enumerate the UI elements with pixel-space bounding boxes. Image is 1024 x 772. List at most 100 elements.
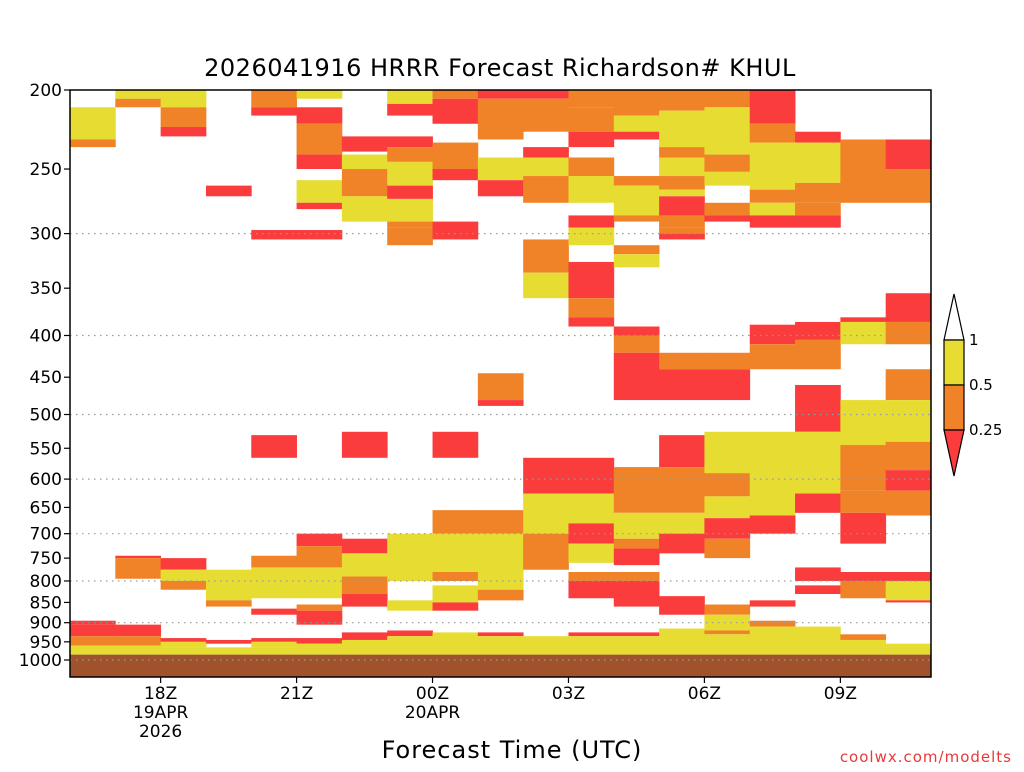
heatmap-cell bbox=[795, 215, 841, 228]
heatmap-cell bbox=[523, 636, 569, 655]
heatmap-cell bbox=[613, 467, 660, 513]
colorbar-segment bbox=[943, 384, 965, 431]
heatmap-cell bbox=[296, 567, 343, 599]
heatmap-cell bbox=[659, 215, 705, 228]
heatmap-cell bbox=[659, 233, 705, 240]
heatmap-cell bbox=[341, 553, 388, 577]
heatmap-cell bbox=[205, 569, 252, 601]
heatmap-cell bbox=[341, 538, 388, 554]
heatmap-cell bbox=[251, 435, 297, 458]
heatmap-cell bbox=[568, 261, 615, 299]
x-tick-label: 00Z bbox=[416, 684, 449, 704]
heatmap-cell bbox=[523, 239, 569, 273]
heatmap-cell bbox=[432, 98, 479, 124]
heatmap-cell bbox=[613, 352, 660, 401]
heatmap-cell bbox=[160, 569, 207, 581]
heatmap-cell bbox=[568, 107, 615, 132]
heatmap-cell bbox=[296, 610, 343, 625]
heatmap-cell bbox=[70, 645, 116, 652]
heatmap-cell bbox=[160, 90, 207, 108]
heatmap-cell bbox=[613, 512, 660, 539]
heatmap-cell bbox=[70, 620, 116, 625]
heatmap-cell bbox=[885, 441, 932, 471]
heatmap-cell bbox=[523, 147, 569, 158]
heatmap-cell bbox=[70, 107, 116, 140]
heatmap-cell bbox=[885, 139, 932, 170]
heatmap-cell bbox=[568, 317, 615, 327]
heatmap-cell bbox=[387, 600, 433, 611]
heatmap-cell bbox=[160, 641, 207, 648]
heatmap-cell bbox=[477, 98, 524, 140]
heatmap-cell bbox=[477, 157, 524, 181]
heatmap-cell bbox=[840, 639, 887, 655]
heatmap-cell bbox=[432, 632, 479, 655]
heatmap-cell bbox=[840, 572, 887, 581]
heatmap-cell bbox=[659, 628, 705, 655]
x-tick-label: 2026 bbox=[139, 722, 182, 742]
heatmap-cell bbox=[387, 227, 433, 246]
heatmap-cell bbox=[704, 202, 751, 216]
heatmap-cell bbox=[387, 630, 433, 637]
y-tick-label: 450 bbox=[30, 368, 62, 388]
heatmap-cell bbox=[568, 493, 615, 524]
heatmap-cell bbox=[387, 90, 433, 104]
heatmap-cell bbox=[251, 647, 297, 655]
y-tick-label: 950 bbox=[30, 633, 62, 653]
heatmap-cell bbox=[477, 510, 524, 534]
heatmap-cell bbox=[523, 457, 569, 494]
heatmap-cell bbox=[749, 123, 796, 143]
y-tick-label: 700 bbox=[30, 525, 62, 545]
x-tick-label: 21Z bbox=[280, 684, 313, 704]
heatmap-cell bbox=[160, 107, 207, 127]
y-tick-label: 850 bbox=[30, 593, 62, 613]
heatmap-cell bbox=[795, 182, 841, 203]
heatmap-cell bbox=[205, 185, 252, 197]
heatmap-cell bbox=[432, 431, 479, 458]
heatmap-cell bbox=[568, 131, 615, 148]
heatmap-cell bbox=[477, 572, 524, 590]
heatmap-cell bbox=[160, 558, 207, 570]
heatmap-cell bbox=[659, 176, 705, 190]
heatmap-cell bbox=[613, 254, 660, 268]
heatmap-cell bbox=[296, 638, 343, 644]
heatmap-cell bbox=[115, 98, 162, 108]
heatmap-cell bbox=[432, 90, 479, 99]
heatmap-cell bbox=[432, 142, 479, 170]
heatmap-cell bbox=[432, 585, 479, 603]
heatmap-cell bbox=[613, 335, 660, 353]
heatmap-cell bbox=[885, 400, 932, 442]
colorbar-bottom-arrow bbox=[943, 429, 965, 477]
heatmap-cell bbox=[523, 176, 569, 203]
heatmap-cell bbox=[387, 221, 433, 228]
heatmap-cells bbox=[70, 90, 932, 677]
heatmap-cell bbox=[885, 643, 932, 655]
heatmap-cell bbox=[251, 638, 297, 642]
heatmap-cell bbox=[885, 169, 932, 203]
heatmap-cell bbox=[251, 641, 297, 648]
heatmap-cell bbox=[613, 131, 660, 140]
heatmap-cell bbox=[840, 634, 887, 640]
heatmap-cell bbox=[840, 445, 887, 491]
heatmap-cell bbox=[477, 533, 524, 573]
heatmap-cell bbox=[749, 626, 796, 655]
heatmap-cell bbox=[613, 538, 660, 549]
heatmap-cell bbox=[251, 230, 297, 240]
heatmap-cell bbox=[341, 632, 388, 640]
y-tick-label: 200 bbox=[30, 81, 62, 101]
x-axis-label: Forecast Time (UTC) bbox=[382, 736, 643, 764]
heatmap-cell bbox=[387, 136, 433, 148]
heatmap-cell bbox=[568, 636, 615, 655]
heatmap-cell bbox=[70, 651, 116, 655]
heatmap-cell bbox=[477, 589, 524, 601]
heatmap-cell bbox=[205, 639, 252, 644]
heatmap-cell bbox=[659, 467, 705, 513]
heatmap-cell bbox=[704, 538, 751, 559]
heatmap-cell bbox=[387, 161, 433, 186]
heatmap-cell bbox=[704, 215, 751, 222]
colorbar-label: 0.25 bbox=[969, 421, 1002, 439]
heatmap-cell bbox=[885, 470, 932, 491]
y-tick-label: 550 bbox=[30, 439, 62, 459]
